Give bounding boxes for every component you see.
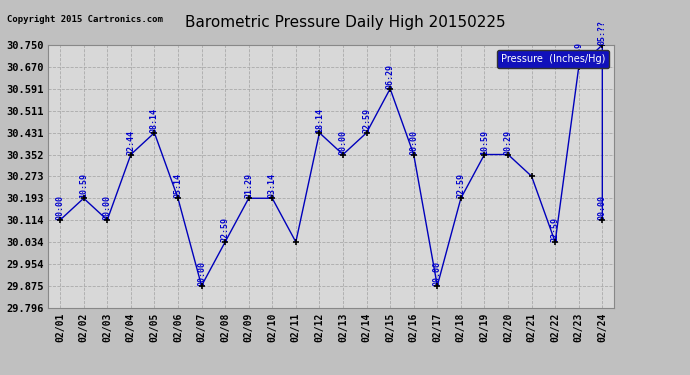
Text: 10:59: 10:59 <box>79 173 88 198</box>
Text: 08:14: 08:14 <box>150 108 159 133</box>
Text: 22:59: 22:59 <box>551 217 560 242</box>
Text: 00:00: 00:00 <box>339 129 348 154</box>
Text: 22:59: 22:59 <box>221 217 230 242</box>
Text: 22:59: 22:59 <box>456 173 465 198</box>
Legend: Pressure  (Inches/Hg): Pressure (Inches/Hg) <box>497 50 609 68</box>
Text: 05:14: 05:14 <box>173 173 182 198</box>
Text: 22:59: 22:59 <box>362 108 371 133</box>
Text: 22:44: 22:44 <box>126 129 135 154</box>
Text: 00:00: 00:00 <box>56 195 65 220</box>
Text: 05:??: 05:?? <box>598 20 607 45</box>
Text: 00:00: 00:00 <box>598 195 607 220</box>
Text: 03:14: 03:14 <box>268 173 277 198</box>
Text: 21:29: 21:29 <box>244 173 253 198</box>
Text: 00:29: 00:29 <box>504 129 513 154</box>
Text: 00:00: 00:00 <box>409 129 418 154</box>
Text: 23:59: 23:59 <box>574 42 583 67</box>
Text: 00:00: 00:00 <box>103 195 112 220</box>
Text: 00:00: 00:00 <box>433 261 442 286</box>
Text: 10:59: 10:59 <box>480 129 489 154</box>
Text: Copyright 2015 Cartronics.com: Copyright 2015 Cartronics.com <box>7 15 163 24</box>
Text: 06:29: 06:29 <box>386 64 395 89</box>
Text: 00:00: 00:00 <box>197 261 206 286</box>
Text: Barometric Pressure Daily High 20150225: Barometric Pressure Daily High 20150225 <box>185 15 505 30</box>
Text: 18:14: 18:14 <box>315 108 324 133</box>
